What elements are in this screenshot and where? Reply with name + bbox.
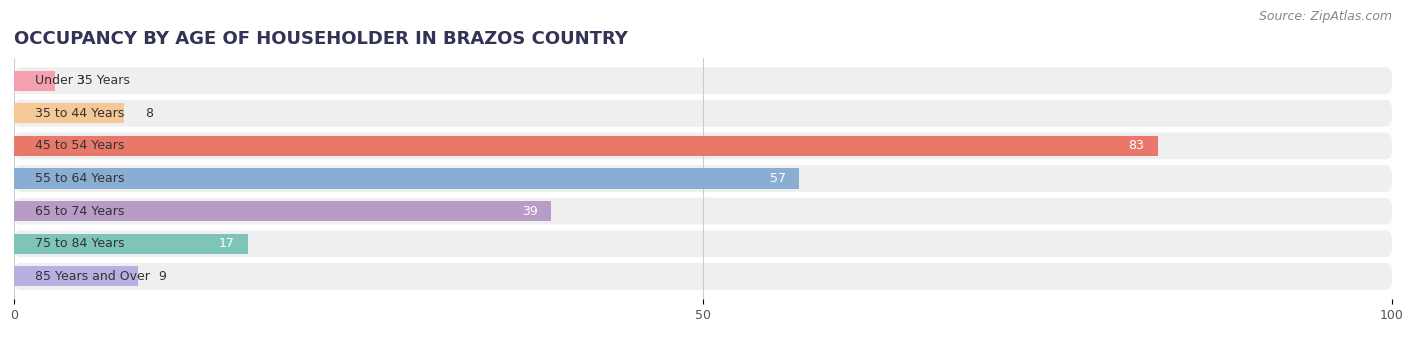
- FancyBboxPatch shape: [14, 198, 1392, 224]
- Text: Source: ZipAtlas.com: Source: ZipAtlas.com: [1258, 10, 1392, 23]
- Text: OCCUPANCY BY AGE OF HOUSEHOLDER IN BRAZOS COUNTRY: OCCUPANCY BY AGE OF HOUSEHOLDER IN BRAZO…: [14, 30, 628, 48]
- FancyBboxPatch shape: [14, 67, 1392, 94]
- FancyBboxPatch shape: [14, 165, 1392, 192]
- Text: 3: 3: [76, 74, 84, 87]
- Bar: [14, 266, 138, 287]
- Text: 17: 17: [219, 237, 235, 250]
- Bar: [14, 136, 1157, 156]
- Text: 57: 57: [769, 172, 786, 185]
- Bar: [14, 201, 551, 221]
- Text: 75 to 84 Years: 75 to 84 Years: [35, 237, 124, 250]
- FancyBboxPatch shape: [14, 100, 1392, 126]
- Bar: [14, 234, 249, 254]
- Text: 85 Years and Over: 85 Years and Over: [35, 270, 149, 283]
- Text: 35 to 44 Years: 35 to 44 Years: [35, 107, 124, 120]
- Text: 39: 39: [522, 205, 537, 218]
- Text: 8: 8: [145, 107, 153, 120]
- FancyBboxPatch shape: [14, 231, 1392, 257]
- Text: 55 to 64 Years: 55 to 64 Years: [35, 172, 124, 185]
- FancyBboxPatch shape: [14, 133, 1392, 159]
- Bar: [14, 103, 124, 123]
- Bar: [14, 70, 55, 91]
- Text: Under 35 Years: Under 35 Years: [35, 74, 129, 87]
- Text: 45 to 54 Years: 45 to 54 Years: [35, 139, 124, 152]
- Bar: [14, 168, 800, 189]
- Text: 65 to 74 Years: 65 to 74 Years: [35, 205, 124, 218]
- Text: 9: 9: [159, 270, 167, 283]
- FancyBboxPatch shape: [14, 263, 1392, 290]
- Text: 83: 83: [1128, 139, 1144, 152]
